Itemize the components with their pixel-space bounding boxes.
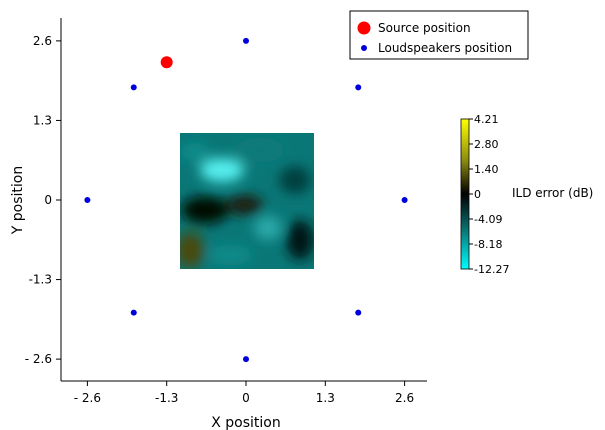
legend-marker-source bbox=[357, 21, 371, 35]
x-tick-label: -1.3 bbox=[155, 391, 178, 405]
legend-label-source: Source position bbox=[378, 21, 471, 35]
colorbar-tick-label: -12.27 bbox=[474, 263, 509, 276]
y-tick-label: 2.6 bbox=[33, 34, 52, 48]
colorbar-tick-label: -8.18 bbox=[474, 238, 502, 251]
x-tick-label: 2.6 bbox=[395, 391, 414, 405]
legend-box bbox=[349, 10, 529, 60]
loudspeaker-point bbox=[84, 197, 91, 203]
colorbar-tick-label: 4.21 bbox=[474, 113, 499, 126]
points bbox=[84, 37, 408, 363]
colorbar-tick-label: 0 bbox=[474, 188, 481, 201]
colorbar-tick-label: 2.80 bbox=[474, 138, 499, 151]
legend-marker-loudspeakers bbox=[361, 45, 367, 51]
source-point bbox=[160, 56, 173, 69]
y-axis-title: Y position bbox=[10, 166, 26, 235]
x-tick-label: - 2.6 bbox=[74, 391, 101, 405]
y-tick-label: -1.3 bbox=[29, 273, 52, 287]
loudspeaker-point bbox=[355, 309, 362, 316]
colorbar-ticks: 4.21 2.80 1.40 0 -4.09 -8.18 -12.27 bbox=[469, 113, 509, 276]
loudspeaker-point bbox=[130, 84, 137, 91]
colorbar-label: ILD error (dB) bbox=[512, 186, 593, 200]
y-tick-label: - 2.6 bbox=[25, 352, 52, 366]
x-tick-label: 0 bbox=[242, 391, 250, 405]
y-tick-label: 0 bbox=[44, 193, 52, 207]
y-tick-label: 1.3 bbox=[33, 113, 52, 127]
x-axis-title: X position bbox=[211, 415, 281, 430]
x-ticks: - 2.6 -1.3 0 1.3 2.6 bbox=[74, 381, 414, 405]
legend-label-loudspeakers: Loudspeakers position bbox=[378, 41, 512, 55]
colorbar: 4.21 2.80 1.40 0 -4.09 -8.18 -12.27 ILD error … bbox=[460, 113, 593, 276]
y-ticks: 2.6 1.3 0 -1.3 - 2.6 bbox=[25, 34, 61, 366]
loudspeaker-point bbox=[130, 309, 137, 316]
colorbar-tick-label: -4.09 bbox=[474, 213, 502, 226]
loudspeaker-point bbox=[243, 37, 249, 44]
heatmap bbox=[180, 133, 314, 269]
legend: Source position Loudspeakers position bbox=[349, 10, 529, 60]
x-tick-label: 1.3 bbox=[316, 391, 335, 405]
loudspeaker-point bbox=[243, 356, 249, 363]
colorbar-tick-label: 1.40 bbox=[474, 163, 499, 176]
loudspeaker-point bbox=[355, 84, 362, 91]
colorbar-gradient bbox=[460, 118, 470, 270]
loudspeaker-point bbox=[401, 197, 408, 203]
